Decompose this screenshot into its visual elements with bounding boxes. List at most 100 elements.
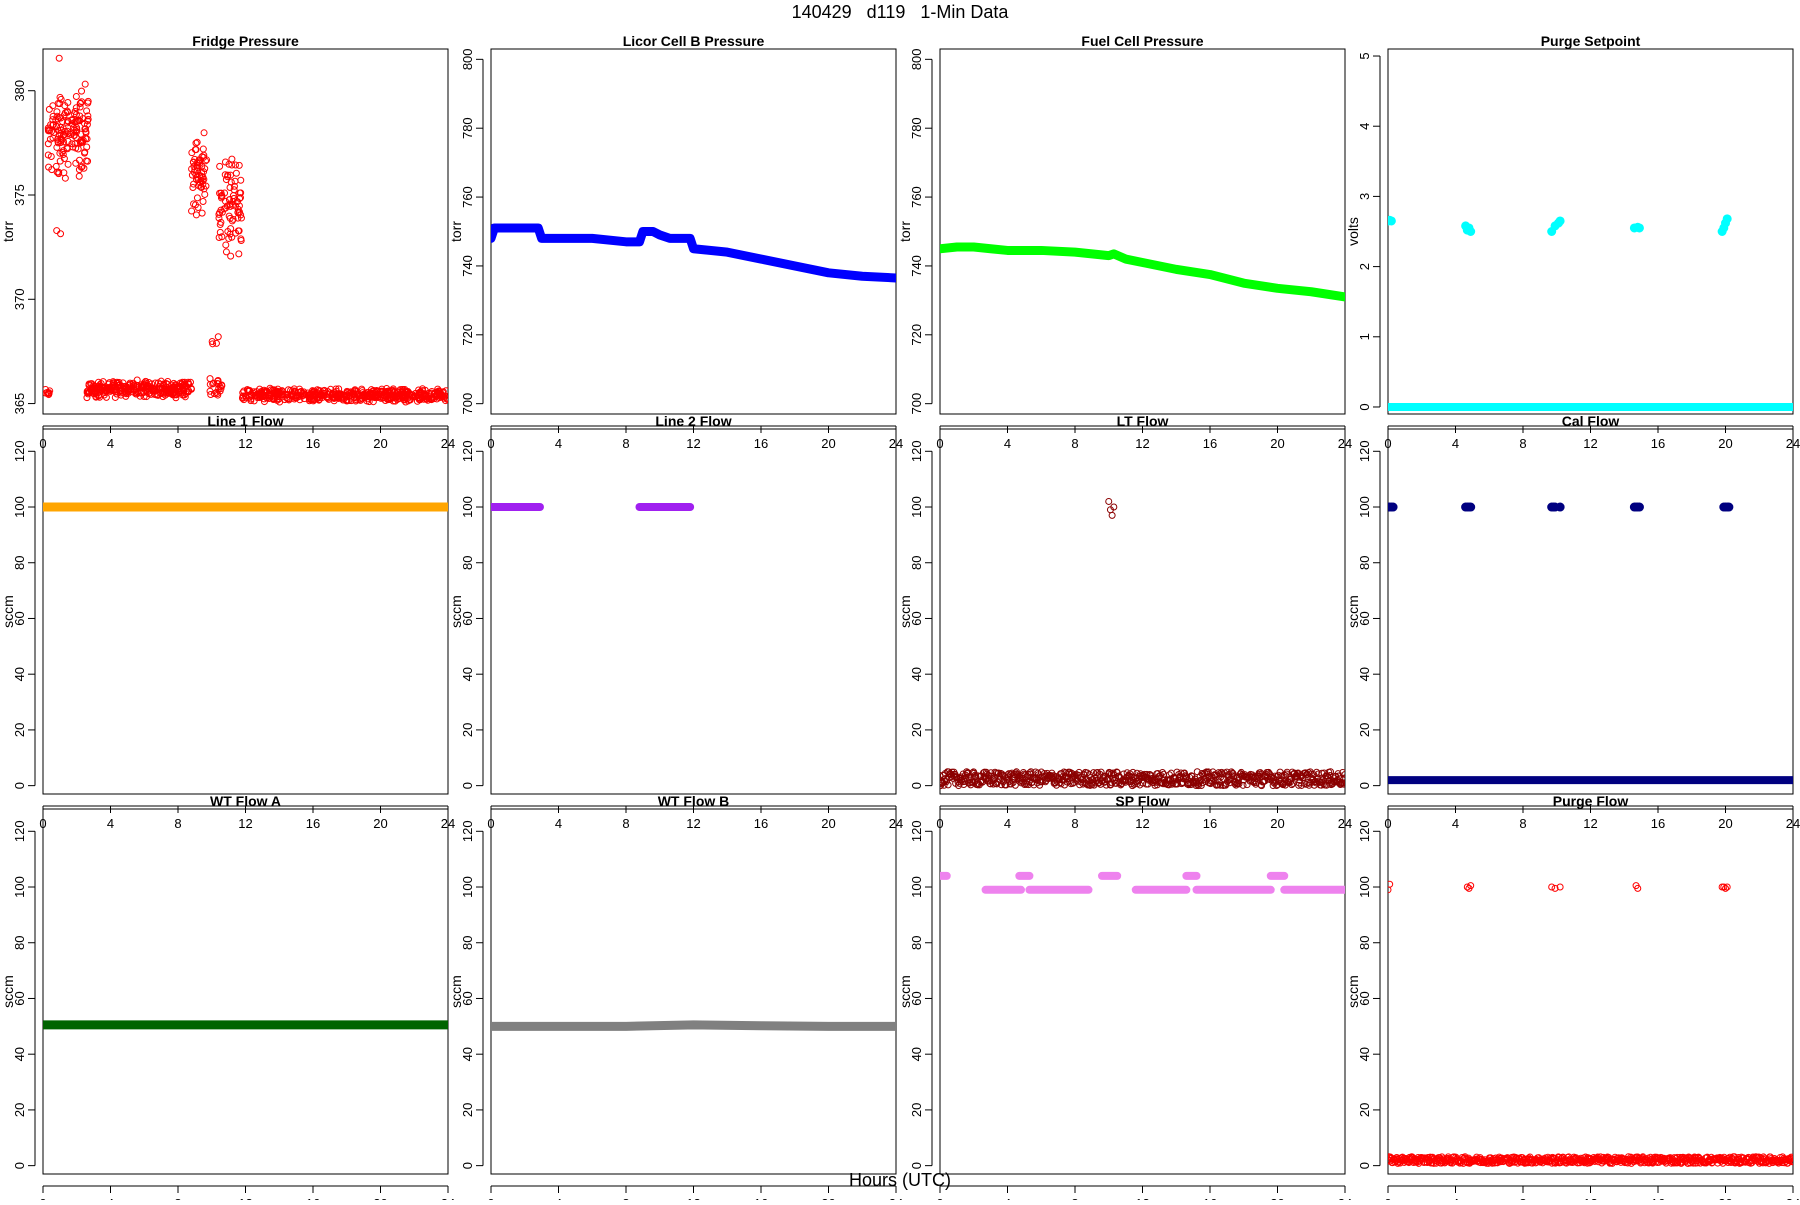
data-point bbox=[274, 387, 282, 395]
data-point bbox=[385, 389, 393, 397]
data-point bbox=[201, 165, 209, 173]
data-point bbox=[57, 137, 65, 145]
data-point bbox=[74, 145, 82, 153]
y-tick-label: 0 bbox=[12, 782, 27, 789]
data-point bbox=[431, 389, 439, 397]
data-point bbox=[53, 227, 61, 235]
x-tick-label: 12 bbox=[1583, 816, 1597, 831]
data-point bbox=[46, 135, 54, 143]
data-point bbox=[231, 177, 239, 185]
data-point bbox=[1129, 768, 1137, 776]
data-point bbox=[84, 99, 92, 107]
plot-area bbox=[940, 242, 1345, 302]
data-point bbox=[247, 392, 255, 400]
data-point bbox=[199, 173, 207, 181]
x-tick-label: 20 bbox=[1718, 1196, 1732, 1200]
data-point bbox=[234, 205, 242, 213]
y-tick-label: 120 bbox=[1357, 440, 1372, 462]
data-point bbox=[324, 388, 332, 396]
plot-frame bbox=[42, 808, 449, 1175]
y-tick-label: 0 bbox=[1357, 403, 1372, 410]
y-tick-label: 100 bbox=[12, 496, 27, 518]
y-tick-label: 80 bbox=[12, 936, 27, 950]
x-tick-label: 24 bbox=[889, 1196, 903, 1200]
plot-frame bbox=[490, 48, 897, 415]
data-point bbox=[49, 112, 57, 120]
data-point bbox=[228, 155, 236, 163]
data-point bbox=[222, 176, 230, 184]
data-point bbox=[309, 397, 317, 405]
data-point bbox=[442, 387, 448, 395]
data-point bbox=[194, 204, 202, 212]
y-tick-label: 740 bbox=[909, 255, 924, 277]
y-tick-label: 5 bbox=[1357, 52, 1372, 59]
data-point bbox=[1246, 777, 1254, 785]
y-tick-label: 40 bbox=[12, 667, 27, 681]
data-point bbox=[80, 119, 88, 127]
y-tick-label: 3 bbox=[1357, 193, 1372, 200]
data-point bbox=[108, 387, 116, 395]
data-point bbox=[961, 778, 969, 786]
data-point bbox=[200, 129, 208, 137]
chart-title: WT Flow B bbox=[658, 793, 730, 809]
data-point bbox=[325, 391, 333, 399]
x-tick-label: 16 bbox=[306, 816, 320, 831]
data-point bbox=[53, 108, 61, 116]
data-point bbox=[124, 384, 132, 392]
data-point bbox=[1388, 502, 1398, 512]
data-point bbox=[420, 395, 428, 403]
chart-panel: SP Flow sccm 0 4 8 12 16 20 24 0 20 40 60 80 100 120 bbox=[897, 793, 1352, 1205]
data-point bbox=[347, 391, 355, 399]
y-tick-label: 20 bbox=[460, 1103, 475, 1117]
data-point bbox=[228, 201, 236, 209]
data-point bbox=[987, 769, 995, 777]
y-tick-label: 800 bbox=[460, 48, 475, 70]
x-tick-label: 12 bbox=[1135, 816, 1149, 831]
y-tick-label: 40 bbox=[12, 1047, 27, 1061]
y-tick-label: 40 bbox=[1357, 667, 1372, 681]
data-point bbox=[232, 169, 240, 177]
x-tick-label: 20 bbox=[1270, 816, 1284, 831]
x-tick-label: 8 bbox=[174, 436, 181, 451]
data-point bbox=[64, 160, 72, 168]
data-point bbox=[1174, 780, 1182, 788]
data-point bbox=[75, 172, 83, 180]
data-point bbox=[193, 167, 201, 175]
data-point bbox=[228, 233, 236, 241]
data-point bbox=[278, 387, 286, 395]
data-point bbox=[978, 778, 986, 786]
data-point bbox=[1017, 776, 1025, 784]
y-tick-label: 20 bbox=[1357, 1103, 1372, 1117]
data-point bbox=[297, 391, 305, 399]
data-point bbox=[236, 195, 244, 203]
data-point bbox=[190, 200, 198, 208]
data-point bbox=[1555, 216, 1565, 226]
data-point bbox=[1339, 780, 1345, 788]
data-point bbox=[49, 121, 57, 129]
data-point bbox=[378, 385, 386, 393]
data-point bbox=[222, 241, 230, 249]
x-tick-label: 12 bbox=[238, 1196, 252, 1200]
data-point bbox=[45, 105, 53, 113]
data-point bbox=[1548, 883, 1556, 891]
x-tick-label: 8 bbox=[1071, 816, 1078, 831]
data-point bbox=[1723, 883, 1731, 891]
plot-frame bbox=[1387, 428, 1794, 795]
data-point bbox=[170, 379, 178, 387]
x-tick-label: 20 bbox=[1718, 816, 1732, 831]
data-point bbox=[208, 338, 216, 346]
data-point bbox=[435, 390, 443, 398]
data-point bbox=[56, 157, 64, 165]
y-axis-label: torr bbox=[0, 221, 16, 242]
data-point bbox=[1340, 779, 1345, 787]
data-point bbox=[188, 207, 196, 215]
plot-area bbox=[491, 223, 896, 283]
y-tick-label: 2 bbox=[1357, 263, 1372, 270]
data-point bbox=[1466, 502, 1476, 512]
data-point bbox=[335, 385, 343, 393]
data-point bbox=[1107, 781, 1115, 789]
data-point bbox=[1787, 1154, 1793, 1162]
